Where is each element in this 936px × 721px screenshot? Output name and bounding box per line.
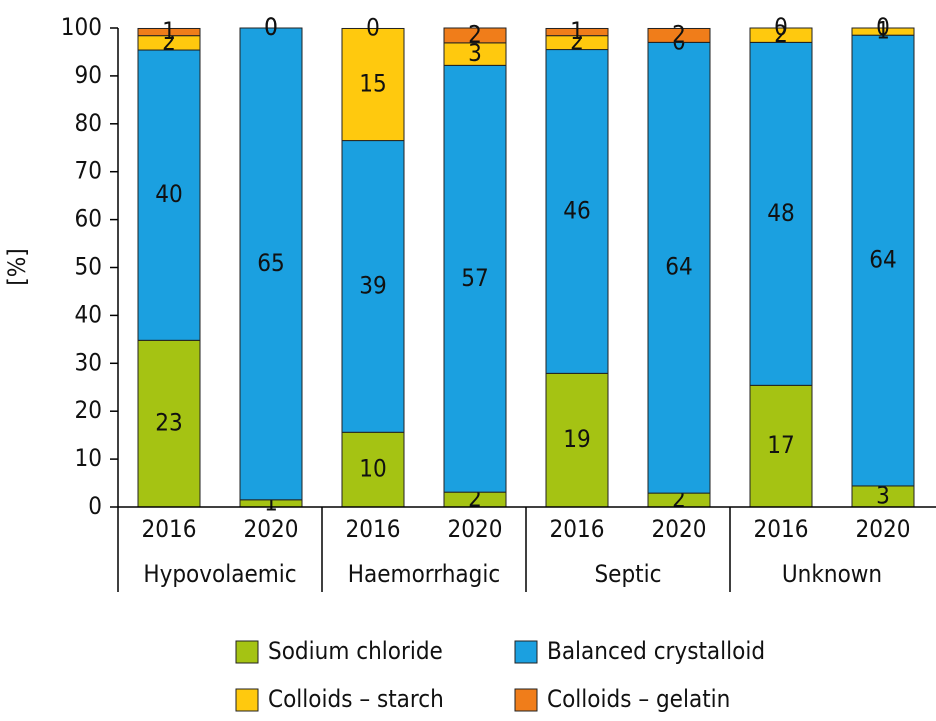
data-label: 57 <box>461 264 488 292</box>
data-label: 48 <box>767 199 794 227</box>
bar-segment <box>647 41 711 494</box>
legend-label: Colloids – gelatin <box>547 685 730 713</box>
legend-label: Sodium chloride <box>268 637 443 665</box>
y-tick-label: 0 <box>88 492 102 520</box>
bar-segment <box>647 27 711 43</box>
group-label: Septic <box>594 560 661 588</box>
y-tick-label: 90 <box>75 61 102 89</box>
data-label: 15 <box>359 70 386 98</box>
bar-segment <box>137 27 201 37</box>
y-tick-label: 60 <box>75 205 102 233</box>
bar-segment <box>341 431 405 508</box>
data-label: 1 <box>876 17 890 45</box>
bar-segment <box>137 339 201 508</box>
bar-segment <box>443 27 507 44</box>
group-label: Hypovolaemic <box>143 560 296 588</box>
data-label: 2 <box>774 20 788 48</box>
y-axis-label: [%] <box>3 248 31 285</box>
bar-segment <box>341 27 405 142</box>
group-label: Unknown <box>782 560 882 588</box>
data-label: 46 <box>563 196 590 224</box>
x-tick-label: 2020 <box>448 515 503 543</box>
data-label: 0 <box>264 13 278 41</box>
bar-segment <box>341 140 405 433</box>
y-tick-label: 20 <box>75 396 102 424</box>
bar-segment <box>851 34 915 487</box>
bar-segment <box>545 49 609 374</box>
data-label: 17 <box>767 431 794 459</box>
x-tick-label: 2020 <box>244 515 299 543</box>
bar-segment <box>137 49 201 341</box>
x-tick-label: 2016 <box>754 515 809 543</box>
y-tick-label: 50 <box>75 253 102 281</box>
data-label: 0 <box>774 13 788 41</box>
y-tick-label: 100 <box>61 13 102 41</box>
y-tick-label: 30 <box>75 348 102 376</box>
bar-segment <box>749 384 813 508</box>
data-label: 1 <box>570 17 584 45</box>
bar-segment <box>545 372 609 508</box>
legend-swatch <box>514 688 538 712</box>
y-tick-label: 40 <box>75 300 102 328</box>
y-tick-label: 10 <box>75 444 102 472</box>
bar-segment <box>239 27 303 501</box>
bar-segment <box>851 27 915 36</box>
data-label: 64 <box>665 253 692 281</box>
x-tick-label: 2016 <box>550 515 605 543</box>
x-tick-label: 2016 <box>346 515 401 543</box>
legend-swatch <box>235 688 259 712</box>
data-label: 23 <box>155 409 182 437</box>
data-label: 65 <box>257 249 284 277</box>
bar-segment <box>545 27 609 37</box>
data-label: 64 <box>869 246 896 274</box>
data-label: 0 <box>876 13 890 41</box>
data-label: 39 <box>359 271 386 299</box>
data-label: 40 <box>155 180 182 208</box>
legend-label: Balanced crystalloid <box>547 637 765 665</box>
legend-label: Colloids – starch <box>268 685 444 713</box>
x-tick-label: 2016 <box>142 515 197 543</box>
data-label: 10 <box>359 455 386 483</box>
bar-segment <box>443 64 507 493</box>
data-label: 0 <box>264 13 278 41</box>
x-tick-label: 2020 <box>652 515 707 543</box>
data-label: 0 <box>366 13 380 41</box>
bar-segment <box>749 41 813 386</box>
legend-swatch <box>514 640 538 664</box>
group-label: Haemorrhagic <box>348 560 500 588</box>
data-label: 2 <box>672 20 686 48</box>
data-label: 3 <box>876 481 890 509</box>
bar-segment <box>749 27 813 43</box>
legend-swatch <box>235 640 259 664</box>
data-label: 19 <box>563 425 590 453</box>
data-label: 3 <box>468 39 482 67</box>
x-tick-label: 2020 <box>856 515 911 543</box>
y-tick-label: 70 <box>75 157 102 185</box>
data-label: 2 <box>468 20 482 48</box>
y-tick-label: 80 <box>75 109 102 137</box>
data-label: 1 <box>162 17 176 45</box>
